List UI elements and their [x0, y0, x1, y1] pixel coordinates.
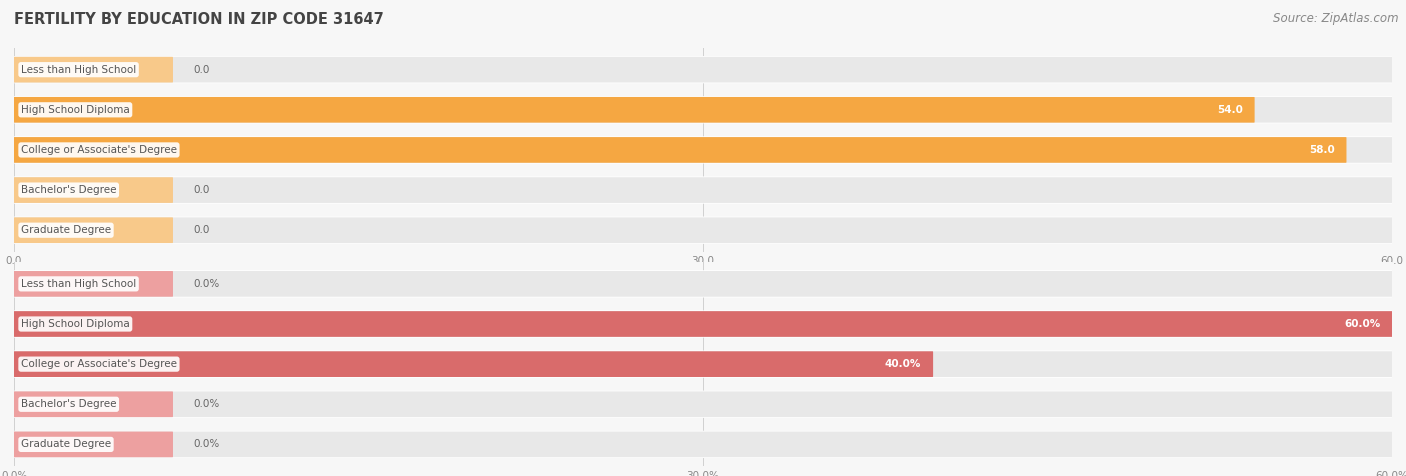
Text: 40.0%: 40.0% — [884, 359, 921, 369]
Text: 54.0: 54.0 — [1216, 105, 1243, 115]
Text: 58.0: 58.0 — [1309, 145, 1334, 155]
Text: Bachelor's Degree: Bachelor's Degree — [21, 399, 117, 409]
FancyBboxPatch shape — [14, 218, 1392, 243]
Text: 60.0%: 60.0% — [1344, 319, 1381, 329]
Text: Graduate Degree: Graduate Degree — [21, 439, 111, 449]
Text: College or Associate's Degree: College or Associate's Degree — [21, 145, 177, 155]
FancyBboxPatch shape — [14, 310, 1392, 337]
FancyBboxPatch shape — [14, 56, 1392, 83]
Text: 0.0: 0.0 — [193, 65, 209, 75]
Text: High School Diploma: High School Diploma — [21, 319, 129, 329]
FancyBboxPatch shape — [14, 391, 173, 417]
Text: 0.0%: 0.0% — [193, 399, 219, 409]
FancyBboxPatch shape — [14, 270, 1392, 298]
Text: Graduate Degree: Graduate Degree — [21, 225, 111, 235]
Text: 0.0: 0.0 — [193, 225, 209, 235]
Text: Less than High School: Less than High School — [21, 65, 136, 75]
FancyBboxPatch shape — [14, 97, 1392, 123]
FancyBboxPatch shape — [14, 391, 1392, 418]
FancyBboxPatch shape — [14, 391, 1392, 417]
Text: 0.0%: 0.0% — [193, 279, 219, 289]
FancyBboxPatch shape — [14, 217, 1392, 244]
FancyBboxPatch shape — [14, 177, 173, 203]
FancyBboxPatch shape — [14, 137, 1392, 163]
FancyBboxPatch shape — [14, 351, 934, 377]
Text: 0.0: 0.0 — [193, 185, 209, 195]
FancyBboxPatch shape — [14, 177, 1392, 204]
Text: College or Associate's Degree: College or Associate's Degree — [21, 359, 177, 369]
Text: High School Diploma: High School Diploma — [21, 105, 129, 115]
FancyBboxPatch shape — [14, 57, 1392, 82]
FancyBboxPatch shape — [14, 432, 173, 457]
FancyBboxPatch shape — [14, 97, 1254, 123]
Text: FERTILITY BY EDUCATION IN ZIP CODE 31647: FERTILITY BY EDUCATION IN ZIP CODE 31647 — [14, 12, 384, 27]
Text: Less than High School: Less than High School — [21, 279, 136, 289]
FancyBboxPatch shape — [14, 136, 1392, 164]
FancyBboxPatch shape — [14, 96, 1392, 123]
FancyBboxPatch shape — [14, 271, 173, 297]
FancyBboxPatch shape — [14, 177, 1392, 203]
FancyBboxPatch shape — [14, 431, 1392, 458]
FancyBboxPatch shape — [14, 432, 1392, 457]
FancyBboxPatch shape — [14, 350, 1392, 378]
FancyBboxPatch shape — [14, 271, 1392, 297]
FancyBboxPatch shape — [14, 311, 1392, 337]
FancyBboxPatch shape — [14, 218, 173, 243]
FancyBboxPatch shape — [14, 351, 1392, 377]
FancyBboxPatch shape — [14, 311, 1392, 337]
FancyBboxPatch shape — [14, 137, 1347, 163]
Text: Source: ZipAtlas.com: Source: ZipAtlas.com — [1274, 12, 1399, 25]
Text: 0.0%: 0.0% — [193, 439, 219, 449]
FancyBboxPatch shape — [14, 57, 173, 82]
Text: Bachelor's Degree: Bachelor's Degree — [21, 185, 117, 195]
